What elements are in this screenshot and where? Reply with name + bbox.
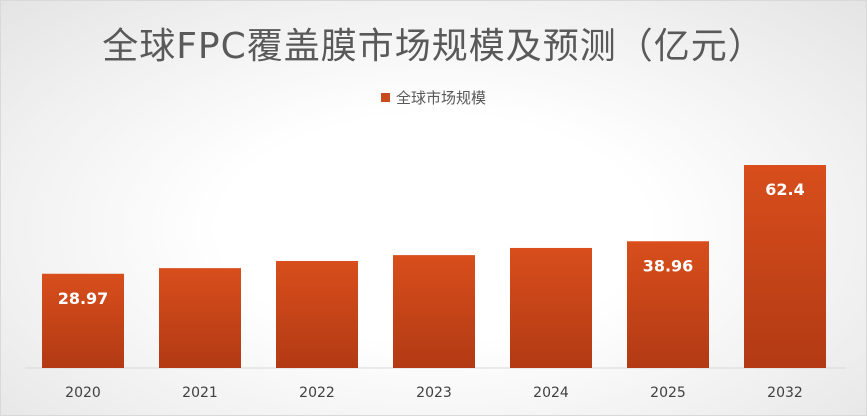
bar-2032	[744, 165, 826, 368]
bar-2025	[627, 241, 709, 368]
chart-legend: 全球市场规模	[1, 87, 866, 108]
bar-2023	[393, 255, 475, 368]
bar-2024	[510, 247, 592, 368]
legend-label: 全球市场规模	[395, 89, 486, 107]
x-tick-label-2022: 2022	[299, 385, 335, 401]
x-tick-label-2020: 2020	[65, 385, 101, 401]
x-tick-label-2032: 2032	[767, 385, 803, 401]
bar-2021	[159, 268, 241, 368]
legend-swatch	[380, 93, 390, 102]
x-tick-label-2025: 2025	[650, 385, 686, 401]
x-tick-label-2021: 2021	[182, 385, 218, 401]
bar-2020	[42, 273, 124, 368]
data-label-2020: 28.97	[58, 289, 109, 308]
data-label-2025: 38.96	[643, 256, 694, 275]
x-tick-label-2024: 2024	[533, 385, 569, 401]
bar-2022	[276, 260, 358, 368]
data-label-2032: 62.4	[765, 180, 804, 199]
chart-title: 全球FPC覆盖膜市场规模及预测（亿元）	[102, 26, 765, 67]
x-tick-label-2023: 2023	[416, 385, 452, 401]
